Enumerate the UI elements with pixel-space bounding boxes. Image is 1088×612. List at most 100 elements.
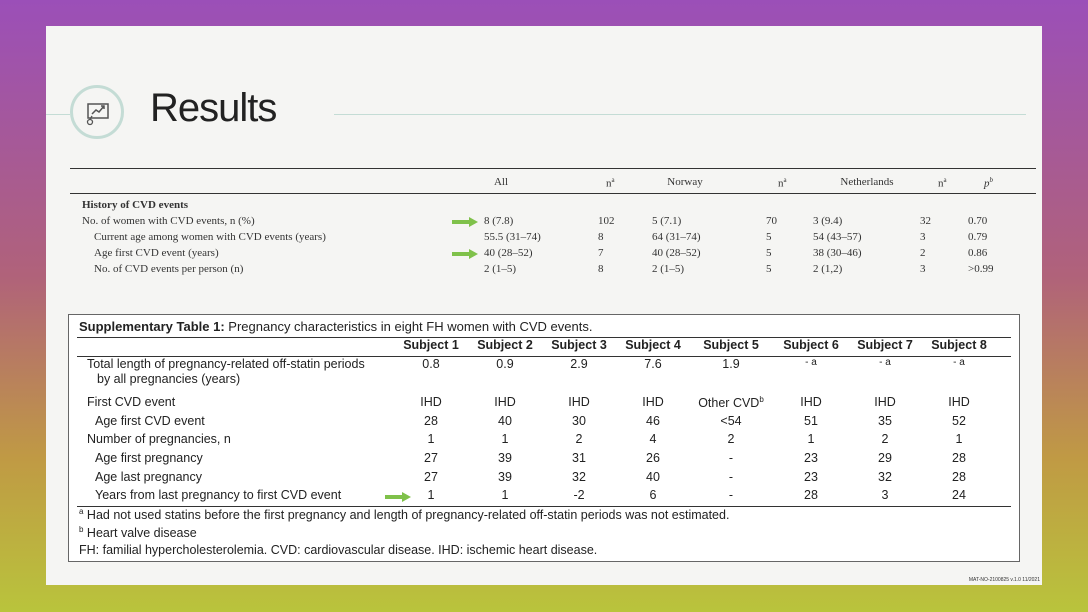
cell-n: 3 [920,231,926,243]
cell-value: 52 [952,414,966,428]
cell-norway: 64 (31–74) [652,231,701,243]
cell-n: 5 [766,247,772,259]
cell-p: >0.99 [968,263,994,275]
cell-value: 27 [424,451,438,465]
cell-value: 1 [427,432,435,446]
cell-value: IHD [642,395,664,409]
cell-value: 35 [878,414,892,428]
header-bottom-rule [70,193,1036,194]
row-label: Total length of pregnancy-related off-st… [87,357,365,371]
subject-header: Subject 1 [403,338,459,352]
cell-value: 0.9 [496,357,514,371]
cell-p: 0.79 [968,231,988,243]
cell-value: 28 [424,414,438,428]
cell-value: IHD [800,395,822,409]
row-label: Age first CVD event (years) [94,247,219,259]
cell-value: 28 [804,488,818,502]
row-label: Age last pregnancy [95,470,203,484]
cell-value: IHD [494,395,516,409]
subject-header: Subject 4 [625,338,681,352]
title-rule-right [334,114,1026,115]
cell-value: - a [805,357,817,368]
subject-header: Subject 8 [931,338,987,352]
cell-value: 23 [804,470,818,484]
cell-n: 102 [598,215,615,227]
highlight-arrow [452,249,478,259]
footnote-abbreviations: FH: familial hypercholesterolemia. CVD: … [79,543,598,557]
cell-n: 5 [766,231,772,243]
cell-value: 1 [807,432,815,446]
cell-value: 46 [646,414,660,428]
cell-all: 40 (28–52) [484,247,533,259]
cell-value: 1 [955,432,963,446]
highlight-arrow [452,217,478,227]
cell-all: 2 (1–5) [484,263,517,275]
cell-value: - [728,451,734,465]
cell-value: 28 [952,451,966,465]
cell-netherlands: 2 (1,2) [813,263,843,275]
cell-value: - [728,470,734,484]
cell-netherlands: 38 (30–46) [813,247,862,259]
subject-header: Subject 3 [551,338,607,352]
title-rule-left [46,114,70,115]
cell-value: IHD [874,395,896,409]
chart-growth-icon [86,103,109,126]
cell-value: 39 [498,470,512,484]
row-label: by all pregnancies (years) [97,372,241,386]
cell-value: 6 [649,488,657,502]
cell-norway: 5 (7.1) [652,215,682,227]
cell-value: 26 [646,451,660,465]
slide: Results All na Norway na Netherlands na … [46,26,1042,585]
cell-value: 30 [572,414,586,428]
cell-p: 0.70 [968,215,988,227]
cell-value: IHD [948,395,970,409]
cell-value: 3 [881,488,889,502]
subject-header: Subject 7 [857,338,913,352]
cell-value: Other CVDb [698,395,764,411]
header-netherlands: Netherlands [840,176,894,188]
cell-value: 2 [575,432,583,446]
body-bottom-rule [77,506,1011,507]
row-label: No. of women with CVD events, n (%) [82,215,255,227]
row-label: Age first CVD event [95,414,205,428]
cell-netherlands: 54 (43–57) [813,231,862,243]
caption-rule [77,337,1011,338]
cell-n: 5 [766,263,772,275]
document-code: MAT-NO-2100825 v.1.0 11/2021 [968,577,1040,583]
cell-n: 70 [766,215,777,227]
cell-value: 1 [427,488,435,502]
header-p: pb [984,176,993,190]
footnote-a: a Had not used statins before the first … [79,507,730,523]
results-logo [70,85,124,139]
cell-value: 7.6 [644,357,662,371]
row-label: Years from last pregnancy to first CVD e… [95,488,342,502]
cell-n: 7 [598,247,604,259]
cell-value: 2 [727,432,735,446]
header-n-all: na [606,176,615,190]
cell-n: 32 [920,215,931,227]
row-label: Number of pregnancies, n [87,432,231,446]
cell-value: IHD [568,395,590,409]
subject-header: Subject 2 [477,338,533,352]
cell-value: 23 [804,451,818,465]
supplementary-table: Supplementary Table 1: Pregnancy charact… [68,314,1020,562]
section-label: History of CVD events [82,199,189,211]
header-all: All [493,176,509,188]
row-label: No. of CVD events per person (n) [94,263,244,275]
cell-value: - [728,488,734,502]
footnote-b: b Heart valve disease [79,525,197,541]
header-n-norway: na [778,176,787,190]
cell-value: 1.9 [722,357,740,371]
cell-norway: 40 (28–52) [652,247,701,259]
cell-value: 51 [804,414,818,428]
cell-value: IHD [420,395,442,409]
cell-value: 40 [498,414,512,428]
cell-all: 55.5 (31–74) [484,231,541,243]
cell-norway: 2 (1–5) [652,263,685,275]
cell-n: 2 [920,247,926,259]
table-top-rule [70,168,1036,169]
page-title: Results [150,86,277,130]
header-rule [77,356,1011,357]
subject-header: Subject 6 [783,338,839,352]
cell-value: 32 [878,470,892,484]
